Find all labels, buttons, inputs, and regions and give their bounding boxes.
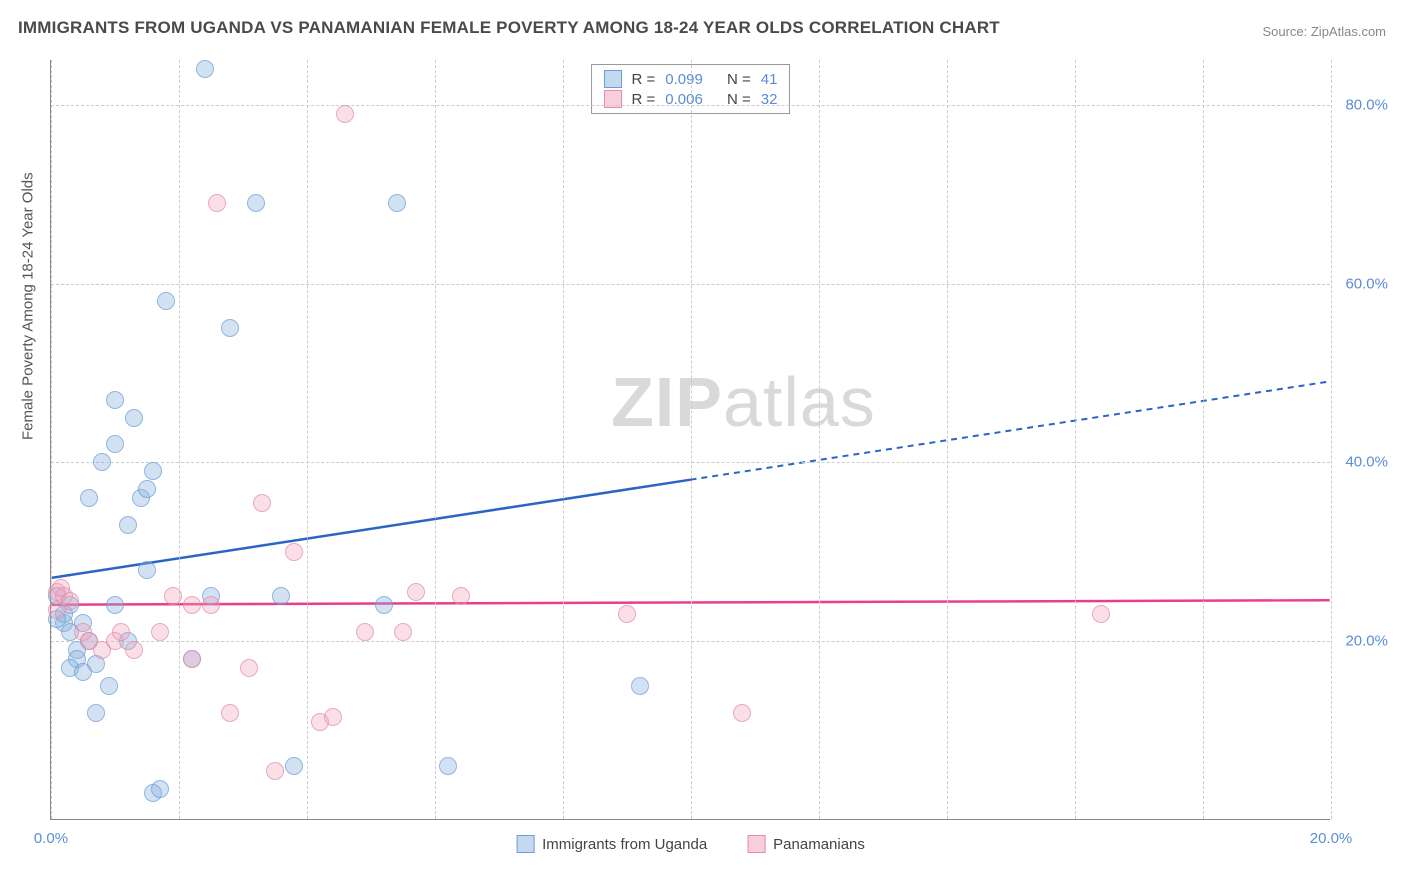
x-tick-label: 20.0%	[1310, 830, 1353, 847]
data-point	[151, 623, 169, 641]
data-point	[1092, 605, 1110, 623]
data-point	[196, 60, 214, 78]
data-point	[618, 605, 636, 623]
data-point	[452, 587, 470, 605]
data-point	[733, 704, 751, 722]
data-point	[164, 587, 182, 605]
data-point	[631, 677, 649, 695]
data-point	[87, 704, 105, 722]
data-point	[266, 762, 284, 780]
data-point	[388, 194, 406, 212]
gridline-v	[1203, 60, 1204, 819]
y-tick-label: 40.0%	[1345, 454, 1388, 471]
data-point	[240, 659, 258, 677]
swatch-a-icon	[516, 835, 534, 853]
data-point	[157, 292, 175, 310]
data-point	[106, 435, 124, 453]
data-point	[183, 650, 201, 668]
data-point	[80, 489, 98, 507]
data-point	[407, 583, 425, 601]
data-point	[285, 757, 303, 775]
gridline-v	[51, 60, 52, 819]
legend-label-a: Immigrants from Uganda	[542, 836, 707, 853]
data-point	[138, 480, 156, 498]
gridline-v	[563, 60, 564, 819]
data-point	[93, 453, 111, 471]
gridline-v	[819, 60, 820, 819]
legend-bottom: Immigrants from Uganda Panamanians	[516, 835, 865, 853]
data-point	[375, 596, 393, 614]
source-label: Source: ZipAtlas.com	[1262, 24, 1386, 39]
gridline-v	[691, 60, 692, 819]
data-point	[112, 623, 130, 641]
swatch-b-icon	[747, 835, 765, 853]
y-tick-label: 60.0%	[1345, 275, 1388, 292]
data-point	[394, 623, 412, 641]
data-point	[106, 596, 124, 614]
data-point	[202, 596, 220, 614]
data-point	[151, 780, 169, 798]
data-point	[138, 561, 156, 579]
y-axis-label: Female Poverty Among 18-24 Year Olds	[20, 172, 37, 440]
x-tick-label: 0.0%	[34, 830, 68, 847]
data-point	[183, 596, 201, 614]
legend-label-b: Panamanians	[773, 836, 865, 853]
gridline-v	[179, 60, 180, 819]
data-point	[324, 708, 342, 726]
data-point	[439, 757, 457, 775]
data-point	[208, 194, 226, 212]
data-point	[221, 319, 239, 337]
data-point	[106, 391, 124, 409]
plot-area: ZIPatlas R = 0.099 N = 41 R = 0.006 N = …	[50, 60, 1330, 820]
data-point	[285, 543, 303, 561]
gridline-v	[1331, 60, 1332, 819]
data-point	[272, 587, 290, 605]
data-point	[125, 641, 143, 659]
data-point	[119, 516, 137, 534]
y-tick-label: 80.0%	[1345, 96, 1388, 113]
data-point	[74, 663, 92, 681]
legend-item-a: Immigrants from Uganda	[516, 835, 707, 853]
data-point	[125, 409, 143, 427]
data-point	[247, 194, 265, 212]
gridline-v	[1075, 60, 1076, 819]
data-point	[356, 623, 374, 641]
data-point	[48, 601, 66, 619]
gridline-v	[435, 60, 436, 819]
data-point	[336, 105, 354, 123]
legend-item-b: Panamanians	[747, 835, 865, 853]
y-tick-label: 20.0%	[1345, 633, 1388, 650]
chart-title: IMMIGRANTS FROM UGANDA VS PANAMANIAN FEM…	[18, 18, 1000, 38]
data-point	[144, 462, 162, 480]
data-point	[253, 494, 271, 512]
gridline-v	[947, 60, 948, 819]
data-point	[100, 677, 118, 695]
data-point	[221, 704, 239, 722]
gridline-v	[307, 60, 308, 819]
